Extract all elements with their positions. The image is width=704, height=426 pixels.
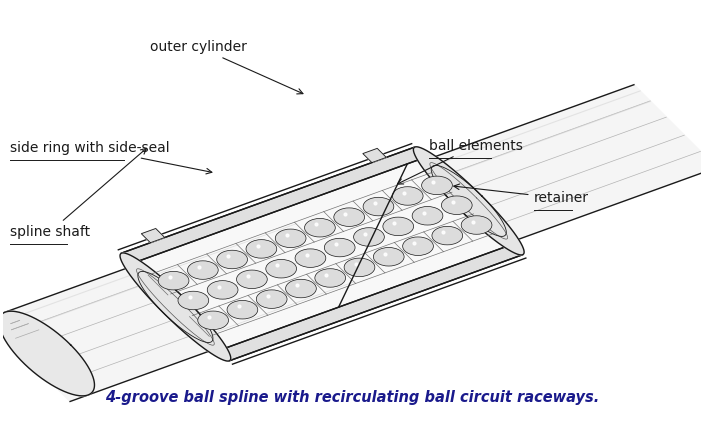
Polygon shape [120, 253, 231, 361]
Circle shape [325, 238, 355, 257]
Circle shape [305, 219, 335, 237]
Circle shape [286, 279, 316, 298]
Polygon shape [219, 245, 522, 361]
Circle shape [403, 237, 434, 256]
Circle shape [461, 216, 492, 234]
Circle shape [207, 281, 238, 299]
Polygon shape [142, 228, 165, 243]
Text: 4-groove ball spline with recirculating ball circuit raceways.: 4-groove ball spline with recirculating … [105, 391, 599, 406]
Polygon shape [413, 147, 524, 255]
Circle shape [432, 226, 463, 245]
Text: outer cylinder: outer cylinder [150, 40, 303, 94]
Polygon shape [132, 157, 513, 351]
Polygon shape [0, 85, 704, 401]
Circle shape [315, 269, 346, 287]
Circle shape [334, 208, 365, 226]
Circle shape [227, 300, 258, 319]
Circle shape [295, 249, 326, 268]
Polygon shape [363, 148, 386, 163]
Circle shape [187, 261, 218, 279]
Circle shape [198, 311, 229, 330]
Polygon shape [0, 311, 94, 396]
Circle shape [246, 240, 277, 258]
Circle shape [383, 217, 414, 236]
Text: side ring with side-seal: side ring with side-seal [10, 141, 212, 174]
Text: retainer: retainer [454, 184, 589, 205]
Circle shape [344, 258, 375, 276]
Circle shape [373, 248, 404, 266]
Circle shape [178, 291, 208, 310]
Circle shape [237, 270, 268, 288]
Circle shape [275, 229, 306, 248]
Polygon shape [122, 147, 425, 263]
Circle shape [441, 196, 472, 214]
Text: ball elements: ball elements [398, 139, 522, 184]
Circle shape [217, 250, 248, 269]
Circle shape [422, 176, 453, 195]
Circle shape [256, 290, 287, 308]
Circle shape [353, 228, 384, 246]
Circle shape [363, 197, 394, 216]
Circle shape [158, 271, 189, 290]
Circle shape [392, 187, 423, 205]
Circle shape [412, 207, 443, 225]
Circle shape [266, 259, 296, 278]
Text: spline shaft: spline shaft [10, 148, 146, 239]
